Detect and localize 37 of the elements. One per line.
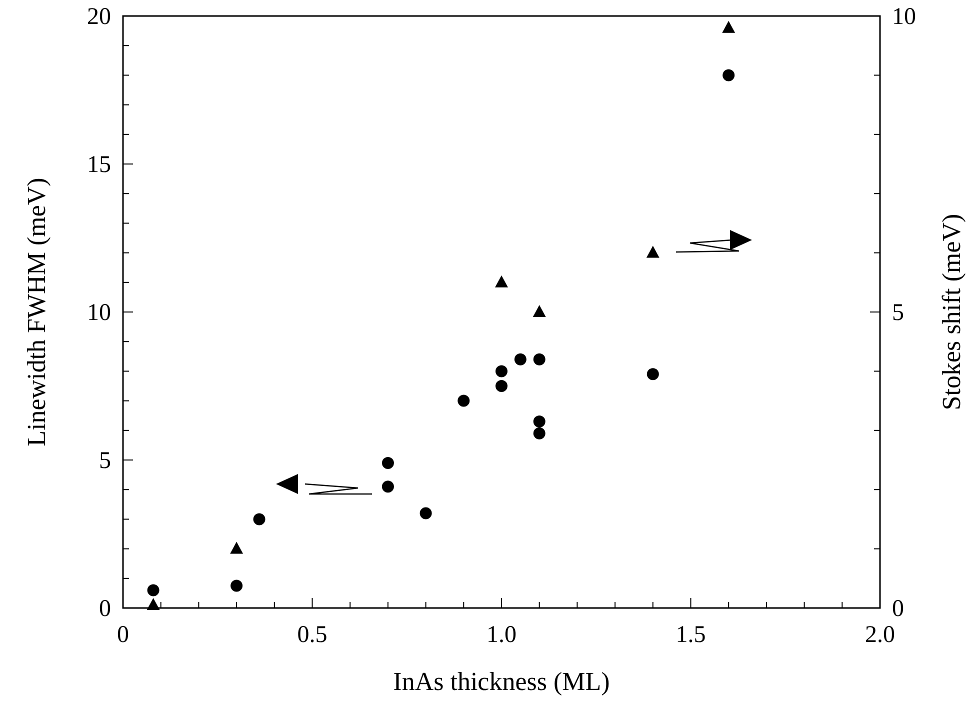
point: [382, 480, 394, 493]
y-axis-title: Linewidth FWHM (meV): [22, 178, 51, 446]
point: [533, 427, 546, 440]
point: [646, 368, 659, 380]
point: [533, 416, 546, 428]
y2-tick-label: 0: [892, 596, 904, 622]
y2-tick-label: 5: [892, 300, 904, 326]
point: [496, 365, 508, 378]
point: [146, 598, 160, 610]
point: [722, 20, 736, 33]
point: [230, 580, 243, 592]
point: [230, 542, 244, 554]
x-tick-label: 1.0: [486, 622, 516, 648]
point: [514, 353, 526, 366]
point: [253, 513, 266, 526]
point: [722, 69, 735, 82]
x-axis-title: InAs thickness (ML): [393, 667, 610, 696]
point: [646, 246, 660, 258]
point: [496, 380, 508, 392]
y-tick-label: 0: [99, 596, 111, 622]
point: [458, 394, 470, 407]
y-tick-label: 5: [99, 448, 111, 474]
y2-axis-title: Stokes shift (meV): [937, 214, 966, 410]
point: [533, 353, 546, 366]
y-tick-label: 10: [87, 300, 111, 326]
y-tick-label: 20: [87, 4, 111, 30]
x-tick-label: 0.5: [297, 622, 328, 648]
point: [147, 584, 160, 596]
point: [495, 275, 508, 288]
y2-tick-label: 10: [892, 4, 916, 30]
y-tick-label: 15: [87, 152, 111, 178]
point: [420, 507, 432, 520]
point: [532, 305, 546, 317]
x-tick-label: 2.0: [865, 622, 895, 648]
x-tick-label: 1.5: [676, 622, 706, 648]
x-tick-label: 0: [117, 622, 129, 648]
point: [382, 456, 394, 469]
